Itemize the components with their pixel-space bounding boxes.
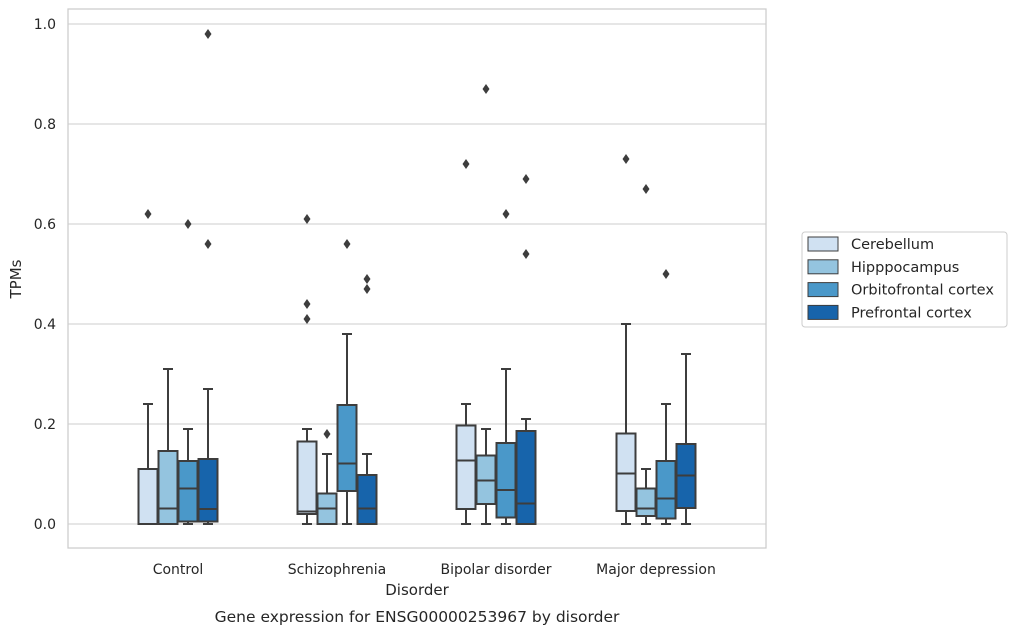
box-orbitofrontal-cortex bbox=[177, 219, 199, 525]
outlier-marker bbox=[363, 274, 371, 284]
legend-frame bbox=[801, 231, 1008, 328]
y-tick-labels: 0.0 0.2 0.4 0.6 0.8 1.0 bbox=[34, 17, 56, 533]
x-tick-label: Bipolar disorder bbox=[440, 562, 551, 578]
box-body bbox=[296, 440, 318, 515]
outlier-marker bbox=[502, 209, 510, 219]
plot-area bbox=[68, 9, 766, 548]
outlier-marker bbox=[323, 429, 331, 439]
legend: Cerebellum Hipppocampus Orbitofrontal cort… bbox=[801, 231, 1008, 328]
box-prefrontal-cortex bbox=[675, 353, 697, 525]
outlier-marker bbox=[642, 184, 650, 194]
outlier-marker bbox=[184, 219, 192, 229]
outlier-marker bbox=[204, 29, 212, 39]
legend-label: Cerebellum bbox=[851, 237, 934, 253]
outlier-marker bbox=[482, 84, 490, 94]
box-hipppocampus bbox=[635, 184, 657, 525]
box-body bbox=[157, 450, 179, 525]
legend-swatch bbox=[807, 259, 839, 275]
outlier-marker bbox=[462, 159, 470, 169]
legend-swatch bbox=[807, 282, 839, 298]
y-tick-label: 0.4 bbox=[34, 317, 56, 333]
y-tick-label: 0.2 bbox=[34, 417, 56, 433]
outlier-marker bbox=[303, 314, 311, 324]
box-cerebellum bbox=[296, 214, 318, 525]
outlier-marker bbox=[303, 214, 311, 224]
box-hipppocampus bbox=[316, 429, 338, 525]
x-axis-label: Disorder bbox=[385, 581, 449, 599]
legend-swatch bbox=[807, 236, 839, 252]
legend-label: Prefrontal cortex bbox=[851, 305, 972, 321]
box-prefrontal-cortex bbox=[356, 274, 378, 525]
plot-frame bbox=[67, 8, 767, 549]
legend-label: Orbitofrontal cortex bbox=[851, 283, 994, 299]
outlier-marker bbox=[363, 284, 371, 294]
legend-label: Hipppocampus bbox=[851, 260, 959, 276]
outlier-marker bbox=[343, 239, 351, 249]
box-body bbox=[635, 487, 657, 517]
box-body bbox=[197, 458, 219, 523]
box-body bbox=[177, 460, 199, 523]
outlier-marker bbox=[662, 269, 670, 279]
box-orbitofrontal-cortex bbox=[336, 239, 358, 525]
y-tick-label: 1.0 bbox=[34, 17, 56, 33]
outlier-marker bbox=[522, 174, 530, 184]
y-axis-label: TPMs bbox=[7, 259, 25, 299]
box-body bbox=[655, 460, 677, 520]
legend-swatch bbox=[807, 304, 839, 320]
box-cerebellum bbox=[615, 154, 637, 525]
box-prefrontal-cortex bbox=[197, 29, 219, 525]
box-orbitofrontal-cortex bbox=[655, 269, 677, 525]
box-cerebellum bbox=[137, 209, 159, 525]
box-body bbox=[455, 424, 477, 510]
x-tick-label: Control bbox=[153, 562, 204, 578]
x-tick-label: Schizophrenia bbox=[288, 562, 386, 578]
box-body bbox=[615, 432, 637, 512]
y-tick-label: 0.0 bbox=[34, 517, 56, 533]
chart-caption: Gene expression for ENSG00000253967 by d… bbox=[215, 608, 620, 626]
box-body bbox=[336, 404, 358, 492]
outlier-marker bbox=[622, 154, 630, 164]
box-body bbox=[137, 468, 159, 525]
outlier-marker bbox=[522, 249, 530, 259]
box-body bbox=[495, 442, 517, 519]
y-tick-label: 0.8 bbox=[34, 117, 56, 133]
outlier-marker bbox=[204, 239, 212, 249]
box-body bbox=[515, 430, 537, 525]
x-tick-labels: Control Schizophrenia Bipolar disorder Majo… bbox=[153, 562, 716, 578]
x-tick-label: Major depression bbox=[596, 562, 716, 578]
outlier-marker bbox=[303, 299, 311, 309]
box-cerebellum bbox=[455, 159, 477, 525]
y-tick-label: 0.6 bbox=[34, 217, 56, 233]
box-prefrontal-cortex bbox=[515, 174, 537, 525]
outlier-marker bbox=[144, 209, 152, 219]
box-groups bbox=[137, 29, 697, 525]
box-body bbox=[356, 474, 378, 525]
